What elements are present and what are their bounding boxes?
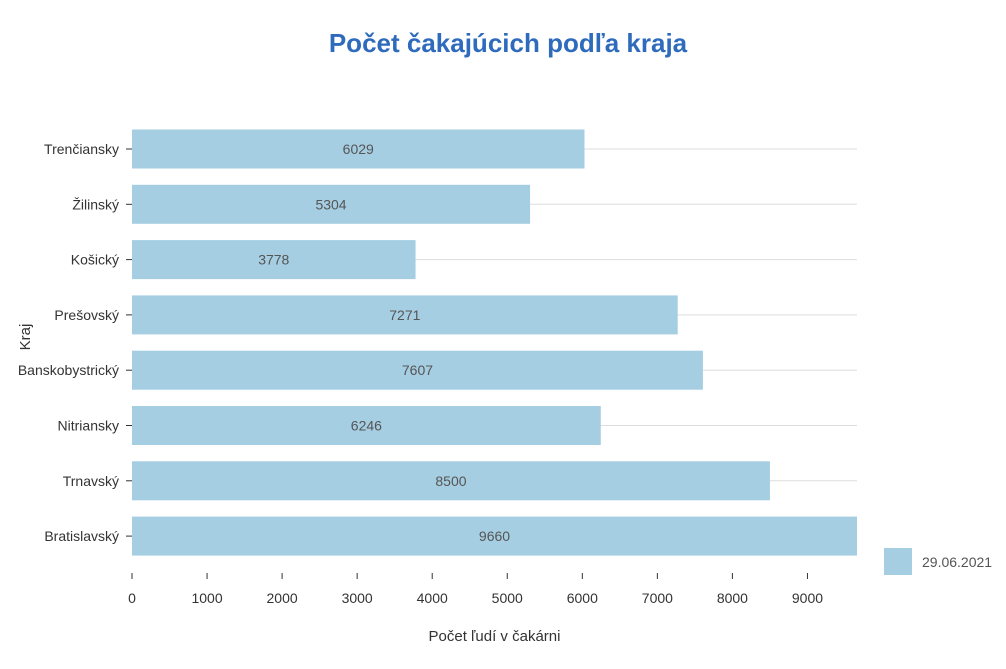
bar-value-label: 9660	[479, 528, 510, 544]
legend-swatch[interactable]	[884, 548, 912, 575]
bar-value-label: 7607	[402, 362, 433, 378]
bar-value-label: 5304	[315, 196, 346, 212]
x-tick-label: 7000	[642, 590, 673, 606]
legend[interactable]: 29.06.2021	[884, 548, 992, 575]
x-tick-label: 0	[128, 590, 136, 606]
x-axis: 0 1000 2000 3000 4000 5000 6000 7000 8000 9000	[128, 573, 823, 606]
chart-title: Počet čakajúcich podľa kraja	[328, 28, 688, 58]
y-axis-title: Kraj	[17, 324, 34, 351]
x-tick-label: 4000	[417, 590, 448, 606]
x-tick-label: 5000	[492, 590, 523, 606]
category-label: Bratislavský	[44, 528, 119, 544]
bars: 6029 5304 3778 7271 7607 6246 8500 9660	[132, 129, 857, 556]
category-label: Trnavský	[63, 473, 119, 489]
category-label: Prešovský	[54, 307, 119, 323]
bar-value-label: 8500	[435, 473, 466, 489]
bar[interactable]	[132, 406, 601, 445]
x-tick-label: 3000	[342, 590, 373, 606]
bar[interactable]	[132, 516, 857, 556]
bar-value-label: 6246	[351, 418, 382, 434]
category-label: Košický	[71, 252, 119, 268]
x-tick-label: 8000	[717, 590, 748, 606]
bar[interactable]	[132, 350, 703, 390]
bar[interactable]	[132, 295, 678, 335]
x-tick-label: 9000	[792, 590, 823, 606]
bar[interactable]	[132, 129, 585, 169]
x-tick-label: 6000	[567, 590, 598, 606]
bar-value-label: 6029	[343, 141, 374, 157]
category-labels: Trenčiansky Žilinský Košický Prešovský Bansk…	[18, 141, 132, 544]
bar[interactable]	[132, 240, 416, 280]
x-tick-label: 1000	[191, 590, 222, 606]
category-label: Nitriansky	[58, 418, 119, 434]
category-label: Trenčiansky	[44, 141, 119, 157]
bar[interactable]	[132, 184, 531, 224]
category-label: Žilinský	[72, 196, 119, 212]
bar-value-label: 3778	[258, 252, 289, 268]
bar-value-label: 7271	[389, 307, 420, 323]
x-tick-label: 2000	[267, 590, 298, 606]
x-axis-title: Počet ľudí v čakárni	[429, 628, 561, 645]
category-label: Banskobystrický	[18, 362, 119, 378]
bar[interactable]	[132, 461, 770, 501]
legend-label[interactable]: 29.06.2021	[922, 554, 992, 570]
